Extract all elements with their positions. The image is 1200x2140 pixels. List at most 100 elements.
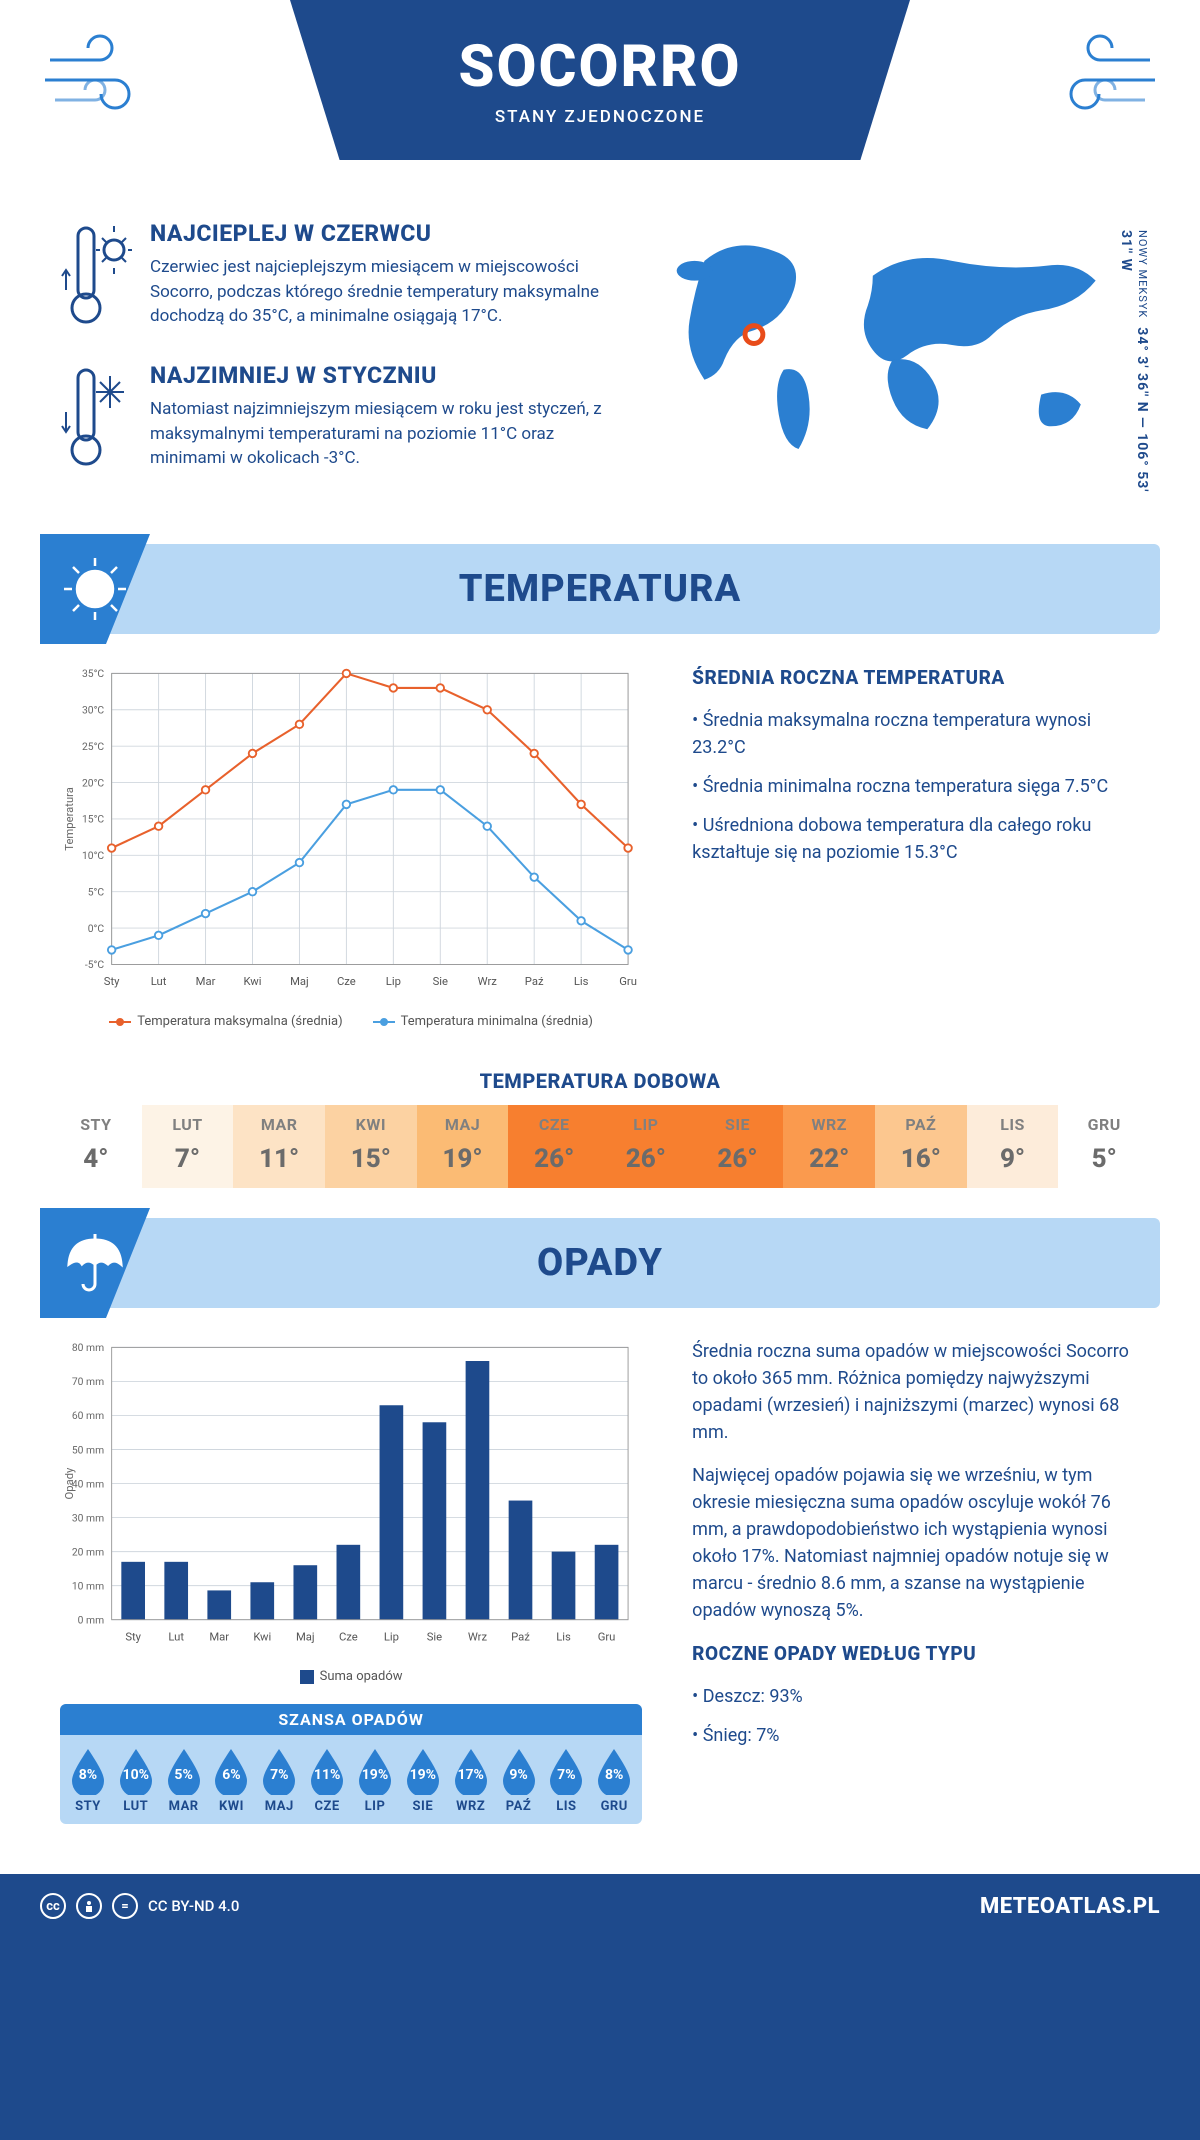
chance-cell: 19% SIE [399,1747,447,1814]
chance-value: 8% [79,1767,97,1783]
warmest-block: NAJCIEPLEJ W CZERWCU Czerwiec jest najci… [60,220,605,334]
header: SOCORRO STANY ZJEDNOCZONE [0,0,1200,220]
month-label: LIP [351,1799,399,1814]
month-label: WRZ [783,1115,875,1134]
precip-type-heading: ROCZNE OPADY WEDŁUG TYPU [692,1640,1140,1669]
precip-chart-legend: Suma opadów [60,1669,642,1684]
temp-chart-legend: Temperatura maksymalna (średnia)Temperat… [60,1014,642,1029]
svg-text:Maj: Maj [296,1630,315,1643]
temp-value: 26° [692,1144,784,1174]
map-col: NOWY MEKSYK 34° 3' 36'' N — 106° 53' 31'… [645,220,1140,504]
chance-value: 17% [457,1767,483,1783]
precip-paragraph: Średnia roczna suma opadów w miejscowośc… [692,1338,1140,1446]
temp-row: -5°C0°C5°C10°C15°C20°C25°C30°C35°CStyLut… [0,664,1200,1049]
chance-title: SZANSA OPADÓW [60,1704,642,1735]
precip-paragraph: Najwięcej opadów pojawia się we wrześniu… [692,1462,1140,1624]
raindrop-icon: 19% [355,1747,395,1795]
month-label: LIS [967,1115,1059,1134]
svg-text:50 mm: 50 mm [72,1443,104,1456]
daily-temp-strip: STY4°LUT7°MAR11°KWI15°MAJ19°CZE26°LIP26°… [50,1105,1150,1188]
precip-row: 0 mm10 mm20 mm30 mm40 mm50 mm60 mm70 mm8… [0,1338,1200,1844]
temp-value: 11° [233,1144,325,1174]
text-bullet: • Uśredniona dobowa temperatura dla całe… [692,812,1140,866]
svg-text:15°C: 15°C [82,813,104,826]
temp-section-title: TEMPERATURA [459,567,742,611]
svg-text:20 mm: 20 mm [72,1545,104,1558]
svg-text:20°C: 20°C [82,776,104,789]
svg-text:5°C: 5°C [88,885,105,898]
heat-cell: PAŹ16° [875,1105,967,1188]
raindrop-icon: 6% [211,1747,251,1795]
heat-cell: MAJ19° [417,1105,509,1188]
svg-text:Mar: Mar [209,1630,229,1643]
page: SOCORRO STANY ZJEDNOCZONE [0,0,1200,1938]
heat-cell: STY4° [50,1105,142,1188]
svg-text:Sie: Sie [433,975,448,988]
heat-cell: CZE26° [508,1105,600,1188]
coldest-title: NAJZIMNIEJ W STYCZNIU [150,362,605,389]
svg-text:Sty: Sty [125,1630,141,1643]
brand-name: METEOATLAS.PL [980,1894,1160,1919]
svg-text:-5°C: -5°C [85,958,104,971]
svg-text:10°C: 10°C [82,849,104,862]
svg-text:0 mm: 0 mm [78,1613,104,1626]
chance-value: 10% [123,1767,149,1783]
chance-value: 8% [605,1767,623,1783]
month-label: LIP [600,1115,692,1134]
svg-text:Gru: Gru [598,1630,616,1643]
coldest-text: Natomiast najzimniejszym miesiącem w rok… [150,397,605,471]
legend-item: Temperatura minimalna (średnia) [373,1014,593,1029]
svg-text:Kwi: Kwi [253,1630,271,1643]
chance-cell: 17% WRZ [447,1747,495,1814]
by-icon [76,1893,102,1919]
heat-cell: LIS9° [967,1105,1059,1188]
chance-cell: 11% CZE [303,1747,351,1814]
chance-cell: 10% LUT [112,1747,160,1814]
svg-text:Paź: Paź [511,1630,530,1643]
heat-cell: GRU5° [1058,1105,1150,1188]
raindrop-icon: 9% [499,1747,539,1795]
svg-text:Lip: Lip [384,1630,399,1643]
country-name: STANY ZJEDNOCZONE [495,107,705,127]
coldest-block: NAJZIMNIEJ W STYCZNIU Natomiast najzimni… [60,362,605,476]
legend-swatch [109,1021,131,1023]
temp-value: 7° [142,1144,234,1174]
chance-value: 6% [222,1767,240,1783]
legend-item: Suma opadów [300,1669,403,1684]
svg-text:25°C: 25°C [82,740,104,753]
temp-value: 26° [600,1144,692,1174]
city-name: SOCORRO [458,33,741,101]
raindrop-icon: 11% [307,1747,347,1795]
warmest-text: Czerwiec jest najcieplejszym miesiącem w… [150,255,605,329]
svg-text:60 mm: 60 mm [72,1409,104,1422]
heat-cell: LIP 26° [600,1105,692,1188]
temp-value: 15° [325,1144,417,1174]
svg-text:Gru: Gru [619,975,637,988]
wind-icon [40,30,170,134]
precip-chance-strip: SZANSA OPADÓW 8% STY 10% LUT 5% MAR 6% K… [60,1704,642,1824]
svg-text:Paź: Paź [525,975,544,988]
month-label: SIE [399,1799,447,1814]
sun-icon [40,534,150,644]
month-label: CZE [303,1799,351,1814]
raindrop-icon: 19% [403,1747,443,1795]
nd-icon: = [112,1893,138,1919]
raindrop-icon: 5% [164,1747,204,1795]
intro-text-col: NAJCIEPLEJ W CZERWCU Czerwiec jest najci… [60,220,605,504]
month-label: MAR [160,1799,208,1814]
svg-text:Sie: Sie [427,1630,442,1643]
legend-label: Suma opadów [320,1669,403,1684]
region-label: NOWY MEKSYK [1136,230,1149,318]
month-label: PAŹ [495,1799,543,1814]
chance-value: 9% [509,1767,527,1783]
svg-text:Lip: Lip [386,975,401,988]
precip-section-title: OPADY [537,1241,663,1285]
text-bullet: • Deszcz: 93% [692,1683,1140,1710]
temp-value: 22° [783,1144,875,1174]
svg-text:80 mm: 80 mm [72,1341,104,1354]
raindrop-icon: 7% [259,1747,299,1795]
svg-text:30°C: 30°C [82,704,104,717]
raindrop-icon: 8% [594,1747,634,1795]
heat-cell: KWI15° [325,1105,417,1188]
svg-text:Wrz: Wrz [468,1630,488,1643]
